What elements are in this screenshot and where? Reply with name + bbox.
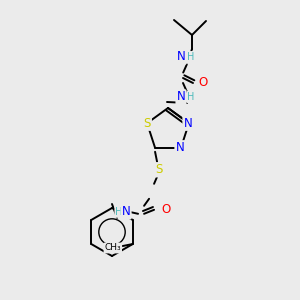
Text: S: S bbox=[143, 117, 151, 130]
Text: H: H bbox=[187, 52, 195, 62]
Text: H: H bbox=[187, 92, 195, 102]
Text: N: N bbox=[184, 117, 192, 130]
Text: N: N bbox=[122, 205, 130, 218]
Text: N: N bbox=[176, 141, 184, 154]
Text: H: H bbox=[116, 207, 123, 217]
Text: O: O bbox=[161, 203, 171, 216]
Text: N: N bbox=[177, 91, 185, 103]
Text: O: O bbox=[198, 76, 208, 89]
Text: N: N bbox=[177, 50, 185, 64]
Text: S: S bbox=[155, 163, 163, 176]
Text: CH₃: CH₃ bbox=[104, 244, 121, 253]
